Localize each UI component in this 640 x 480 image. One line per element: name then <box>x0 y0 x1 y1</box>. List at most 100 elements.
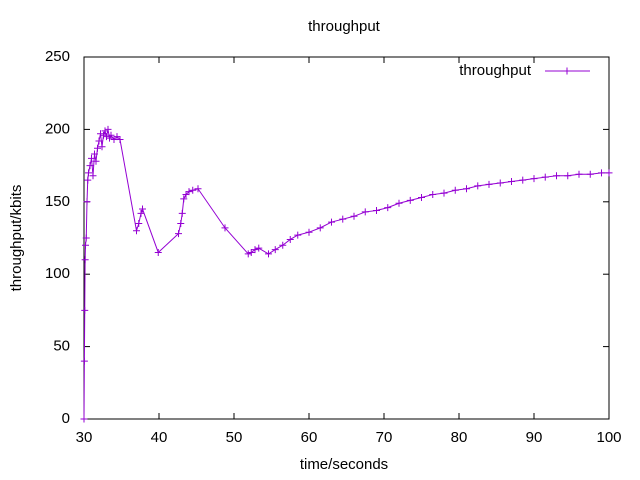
data-point <box>474 182 482 190</box>
data-point <box>350 212 358 220</box>
data-line <box>83 129 609 420</box>
data-point <box>406 196 414 204</box>
chart-title: throughput <box>308 18 381 35</box>
data-point <box>177 220 185 228</box>
data-point <box>80 415 88 423</box>
data-point <box>135 220 143 228</box>
data-point <box>519 176 527 184</box>
data-point <box>485 180 493 188</box>
data-point <box>189 186 197 194</box>
data-point <box>110 136 118 144</box>
legend-label: throughput <box>459 62 532 79</box>
data-point <box>116 136 124 144</box>
y-axis-label: throughput/kbits <box>8 185 25 292</box>
data-point <box>80 357 88 365</box>
data-point <box>586 170 594 178</box>
data-point <box>328 218 335 226</box>
data-point <box>575 170 583 178</box>
x-tick-label: 90 <box>526 429 543 446</box>
x-axis-label: time/seconds <box>300 456 388 473</box>
data-point <box>598 169 605 177</box>
data-point <box>139 205 146 213</box>
data-point <box>251 246 259 254</box>
data-point <box>82 234 90 242</box>
data-point <box>305 228 313 236</box>
data-point <box>106 134 113 142</box>
data-point <box>429 191 437 199</box>
data-point <box>92 157 100 165</box>
data-point <box>133 227 140 235</box>
y-tick-label: 50 <box>53 338 70 355</box>
data-point <box>82 241 89 249</box>
data-point <box>86 162 94 170</box>
data-point <box>418 193 425 201</box>
data-point <box>384 204 392 212</box>
data-point <box>88 154 95 162</box>
x-tick-label: 40 <box>151 429 168 446</box>
data-point <box>221 224 229 232</box>
data-point <box>178 209 186 217</box>
data-point <box>271 246 279 254</box>
x-tick-label: 80 <box>451 429 468 446</box>
x-tick-label: 100 <box>596 429 621 446</box>
data-point <box>339 215 347 223</box>
data-point <box>463 185 470 193</box>
data-point <box>244 250 252 258</box>
data-point <box>451 186 459 194</box>
data-point <box>194 185 202 193</box>
data-point <box>85 169 92 177</box>
data-point <box>81 306 89 314</box>
data-point <box>100 131 107 139</box>
data-point <box>185 188 193 196</box>
data-point <box>605 169 613 177</box>
data-point <box>89 172 97 180</box>
data-point <box>294 231 302 239</box>
data-point <box>395 199 403 207</box>
y-tick-label: 100 <box>45 265 70 282</box>
data-point <box>496 179 504 187</box>
data-point <box>564 172 572 180</box>
y-tick-label: 0 <box>62 410 70 427</box>
x-tick-label: 30 <box>76 429 93 446</box>
legend-marker <box>563 67 571 75</box>
data-point <box>279 241 287 249</box>
y-tick-label: 150 <box>45 193 70 210</box>
data-point <box>247 248 255 256</box>
data-point <box>104 125 112 133</box>
x-tick-label: 50 <box>226 429 243 446</box>
data-point <box>175 230 182 238</box>
data-point <box>94 144 101 152</box>
data-point <box>180 195 188 203</box>
data-point <box>530 175 538 183</box>
data-point <box>97 130 104 138</box>
data-point <box>373 206 380 214</box>
data-point <box>101 127 109 135</box>
data-point <box>553 172 560 180</box>
data-point <box>265 250 272 258</box>
data-point <box>103 133 110 141</box>
data-point <box>508 178 515 186</box>
x-tick-label: 70 <box>376 429 393 446</box>
data-point <box>440 189 448 197</box>
data-point <box>84 176 92 184</box>
data-point <box>98 143 106 151</box>
data-point <box>541 173 549 181</box>
data-point <box>182 191 190 199</box>
data-point <box>91 150 98 158</box>
data-point <box>95 137 103 145</box>
plot-border <box>83 56 610 420</box>
x-tick-label: 60 <box>301 429 318 446</box>
data-point <box>154 248 162 256</box>
data-point <box>113 133 121 141</box>
y-tick-label: 200 <box>45 120 70 137</box>
data-point <box>81 256 89 264</box>
y-tick-label: 250 <box>45 48 70 65</box>
data-point <box>255 244 263 252</box>
data-point <box>286 235 294 243</box>
data-point <box>316 224 324 232</box>
data-point <box>107 131 115 139</box>
data-point <box>137 209 145 217</box>
data-point <box>361 208 369 216</box>
